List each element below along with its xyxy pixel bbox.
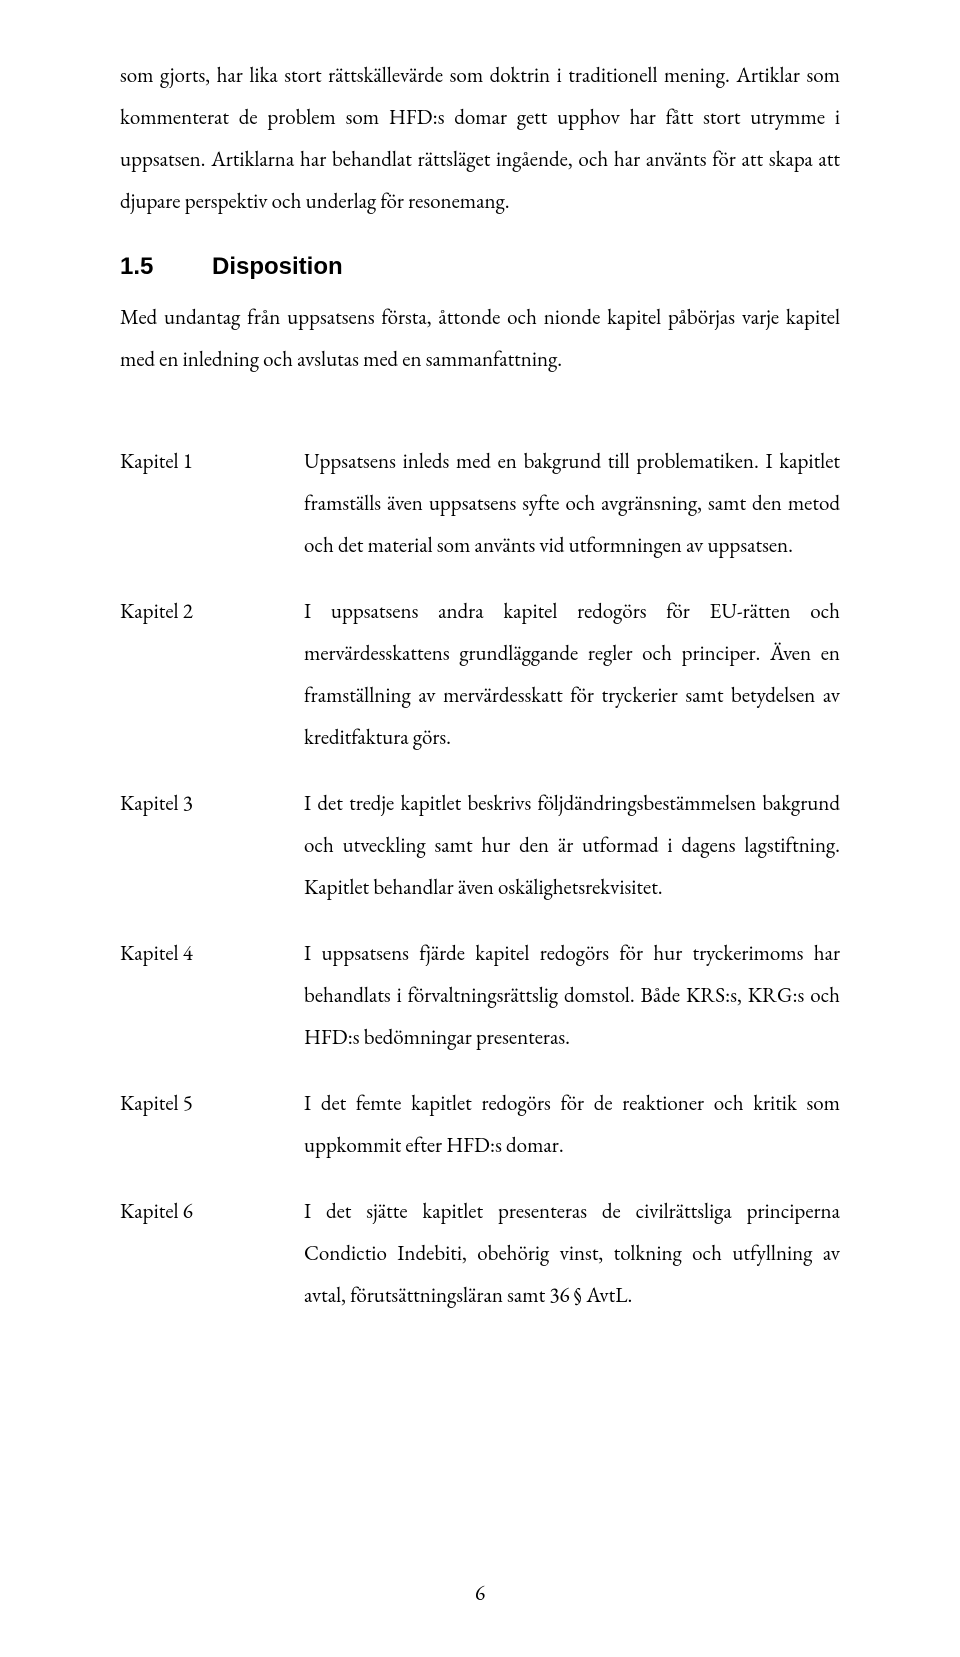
page-number: 6	[0, 1580, 960, 1607]
chapter-label: Kapitel 2	[120, 591, 304, 633]
chapter-row: Kapitel 4 I uppsatsens fjärde kapitel re…	[120, 933, 840, 1059]
chapter-label: Kapitel 6	[120, 1191, 304, 1233]
heading-title: Disposition	[212, 253, 343, 281]
heading-number: 1.5	[120, 253, 212, 281]
chapter-label: Kapitel 4	[120, 933, 304, 975]
chapter-description: I det tredje kapitlet beskrivs följdändr…	[304, 783, 840, 909]
chapter-description: Uppsatsens inleds med en bakgrund till p…	[304, 441, 840, 567]
chapter-row: Kapitel 5 I det femte kapitlet redogörs …	[120, 1083, 840, 1167]
section-heading: 1.5 Disposition	[120, 253, 840, 281]
intro-paragraph: som gjorts, har lika stort rättskällevär…	[120, 55, 840, 223]
chapter-description: I uppsatsens andra kapitel redogörs för …	[304, 591, 840, 759]
chapter-row: Kapitel 1 Uppsatsens inleds med en bakgr…	[120, 441, 840, 567]
chapter-row: Kapitel 6 I det sjätte kapitlet presente…	[120, 1191, 840, 1317]
chapter-description: I det femte kapitlet redogörs för de rea…	[304, 1083, 840, 1167]
chapter-label: Kapitel 1	[120, 441, 304, 483]
chapter-description: I det sjätte kapitlet presenteras de civ…	[304, 1191, 840, 1317]
chapter-row: Kapitel 3 I det tredje kapitlet beskrivs…	[120, 783, 840, 909]
chapter-description: I uppsatsens fjärde kapitel redogörs för…	[304, 933, 840, 1059]
chapter-row: Kapitel 2 I uppsatsens andra kapitel red…	[120, 591, 840, 759]
disposition-intro: Med undantag från uppsatsens första, ått…	[120, 297, 840, 381]
chapter-label: Kapitel 5	[120, 1083, 304, 1125]
chapter-label: Kapitel 3	[120, 783, 304, 825]
document-page: som gjorts, har lika stort rättskällevär…	[0, 0, 960, 1657]
